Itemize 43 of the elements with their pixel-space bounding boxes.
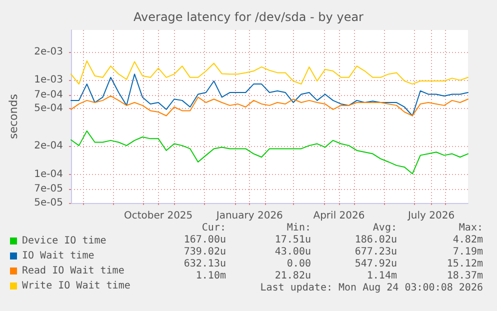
line-series (70, 60, 468, 85)
text: 18.37m (446, 270, 483, 282)
y-tick-label: 1e-03 (34, 74, 63, 86)
text: 677.23u (354, 246, 397, 258)
text: Last update: Mon Aug 24 03:00:08 2026 (260, 282, 483, 294)
y-tick-label: 2e-04 (34, 140, 63, 152)
text: 186.02u (354, 234, 397, 246)
y-tick-label: 5e-05 (34, 198, 63, 208)
text: 1.14m (366, 270, 397, 282)
text: 15.12m (446, 258, 483, 270)
text: Max: (458, 222, 483, 234)
line-series (70, 130, 468, 174)
text: 7.19m (452, 246, 483, 258)
text: 0.00 (286, 258, 311, 270)
text: 739.02u (184, 246, 226, 258)
legend-label: IO Wait time (22, 250, 94, 262)
text: Min: (286, 222, 311, 234)
x-tick-label: January 2026 (215, 210, 283, 222)
y-tick-label: 5e-04 (34, 103, 63, 114)
legend-label: Device IO time (22, 236, 106, 246)
line-series (70, 95, 468, 116)
y-tick-label: 2e-03 (34, 46, 63, 58)
text: 547.92u (354, 258, 397, 270)
text: 167.00u (184, 234, 226, 246)
x-tick-label: October 2025 (124, 210, 193, 222)
x-tick-label: July 2026 (406, 210, 455, 222)
line-series (70, 74, 468, 116)
text: Cur: (202, 222, 226, 234)
y-axis-title: seconds (7, 94, 20, 139)
text: 4.82m (452, 234, 483, 246)
y-tick-label: 7e-04 (34, 89, 63, 100)
text: 43.00u (274, 246, 311, 258)
text: 17.51u (274, 234, 311, 246)
legend-label: Read IO Wait time (22, 266, 124, 276)
text: 632.13u (184, 258, 226, 270)
text: Avg: (372, 222, 397, 234)
y-tick-label: 7e-05 (34, 184, 63, 195)
x-tick-label: April 2026 (313, 210, 365, 222)
chart-title: Average latency for /dev/sda - by year (134, 10, 364, 24)
legend-label: Write IO Wait time (22, 280, 130, 292)
text: 21.82u (274, 270, 311, 282)
y-tick-label: 1e-04 (34, 169, 63, 180)
text: 1.10m (196, 270, 226, 282)
